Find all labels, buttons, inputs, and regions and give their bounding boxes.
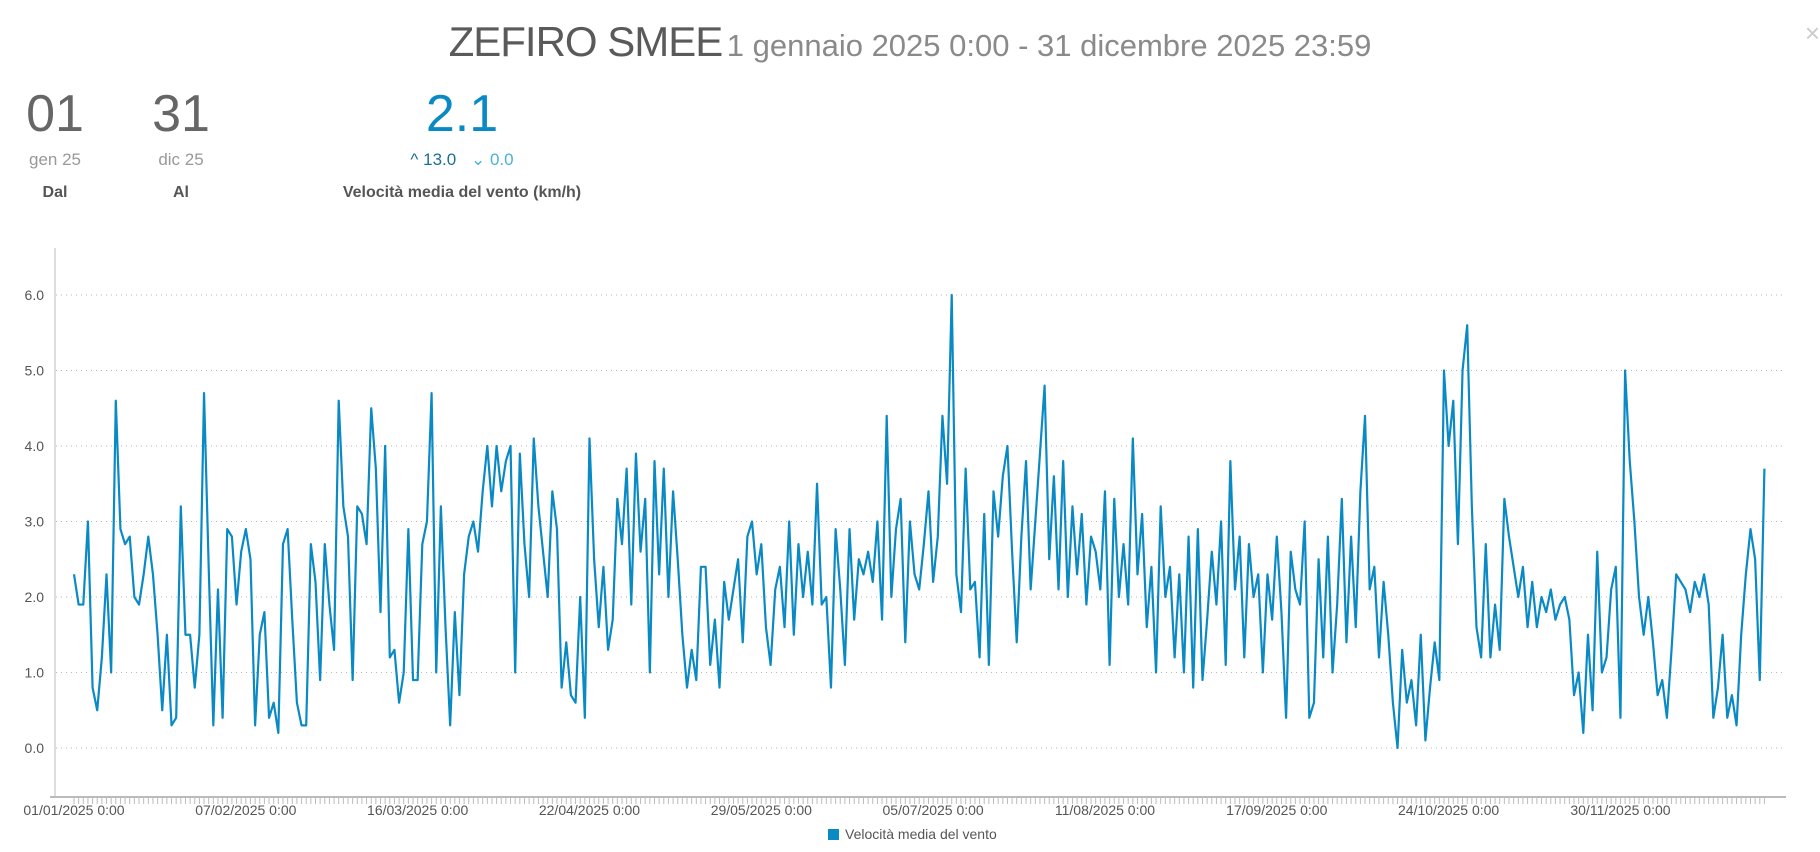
x-tick-label: 11/08/2025 0:00 <box>1055 802 1155 818</box>
x-tick-label: 07/02/2025 0:00 <box>195 802 296 818</box>
x-tick-label: 30/11/2025 0:00 <box>1570 802 1670 818</box>
station-name: ZEFIRO SMEE <box>448 18 724 65</box>
y-tick-label: 6.0 <box>25 287 45 303</box>
x-tick-label: 16/03/2025 0:00 <box>367 802 468 818</box>
stat-wind: 2.1 ^ 13.0 ⌄ 0.0 Velocità media del vent… <box>322 86 602 202</box>
x-tick-label: 17/09/2025 0:00 <box>1226 802 1327 818</box>
y-tick-label: 2.0 <box>25 589 45 605</box>
from-day: 01 <box>26 85 84 143</box>
wind-average: 2.1 <box>425 85 499 143</box>
chart-title: ZEFIRO SMEE 1 gennaio 2025 0:00 - 31 dic… <box>0 18 1820 66</box>
x-tick-label: 01/01/2025 0:00 <box>23 802 124 818</box>
wind-label: Velocità media del vento (km/h) <box>342 184 582 201</box>
y-tick-label: 1.0 <box>25 665 45 681</box>
arrow-up-icon: ^ <box>410 150 419 169</box>
series-line-velocita-media-del-vento <box>72 293 1766 750</box>
y-tick-label: 3.0 <box>25 514 45 530</box>
close-icon[interactable]: × <box>1804 18 1820 48</box>
to-month: dic 25 <box>158 150 204 169</box>
to-day: 31 <box>152 85 210 143</box>
y-tick-label: 5.0 <box>25 363 45 379</box>
wind-min: 0.0 <box>489 150 514 169</box>
from-label: Dal <box>42 184 68 201</box>
x-tick-label: 05/07/2025 0:00 <box>883 802 984 818</box>
x-tick-label: 29/05/2025 0:00 <box>711 802 812 818</box>
arrow-down-icon: ⌄ <box>470 150 486 169</box>
y-tick-label: 4.0 <box>25 438 45 454</box>
legend-label: Velocità media del vento <box>845 826 997 842</box>
legend-swatch <box>828 828 839 840</box>
from-month: gen 25 <box>29 150 81 169</box>
y-tick-label: 0.0 <box>25 740 45 756</box>
wind-max: 13.0 <box>423 150 457 169</box>
x-tick-label: 24/10/2025 0:00 <box>1398 802 1499 818</box>
to-label: Al <box>173 184 189 201</box>
x-tick-label: 22/04/2025 0:00 <box>539 802 640 818</box>
legend-item[interactable]: Velocità media del vento <box>828 826 997 842</box>
stat-to: 31 dic 25 Al <box>146 86 216 202</box>
date-range: 1 gennaio 2025 0:00 - 31 dicembre 2025 2… <box>726 28 1372 63</box>
stat-from: 01 gen 25 Dal <box>22 86 88 202</box>
